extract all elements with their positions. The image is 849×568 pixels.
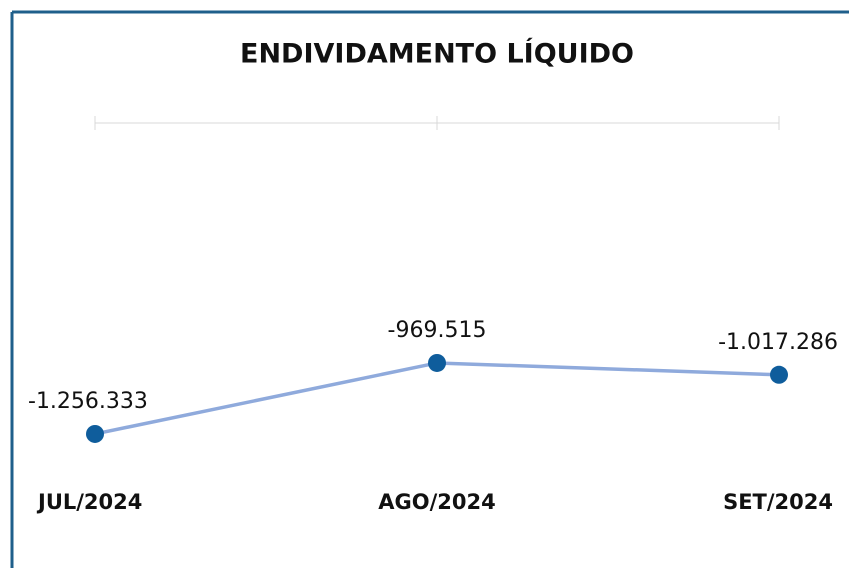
data-label: -969.515 xyxy=(388,318,487,343)
x-tick-label: AGO/2024 xyxy=(378,490,495,514)
point xyxy=(770,365,788,384)
chart-title: ENDIVIDAMENTO LÍQUIDO xyxy=(240,38,634,70)
x-tick-label: JUL/2024 xyxy=(36,490,142,514)
data-label: -1.017.286 xyxy=(718,330,838,355)
point xyxy=(86,424,104,443)
x-tick-label: SET/2024 xyxy=(723,490,833,514)
point xyxy=(428,353,446,372)
data-label: -1.256.333 xyxy=(28,389,148,414)
